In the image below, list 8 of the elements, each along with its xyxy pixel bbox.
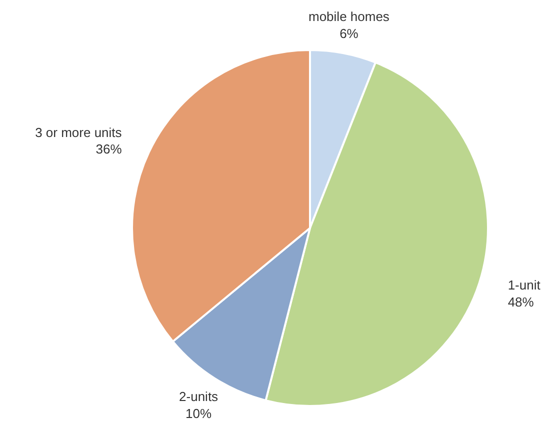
data-label: 10% xyxy=(186,406,212,421)
data-label: 48% xyxy=(508,294,534,310)
slice-label: 3 or more units xyxy=(35,124,122,140)
data-label: 36% xyxy=(96,142,122,157)
data-label: 6% xyxy=(340,26,359,41)
slice-label: 1-unit xyxy=(508,278,541,293)
slice-label: mobile homes xyxy=(308,9,390,24)
slice-label: 2-units xyxy=(179,389,219,404)
